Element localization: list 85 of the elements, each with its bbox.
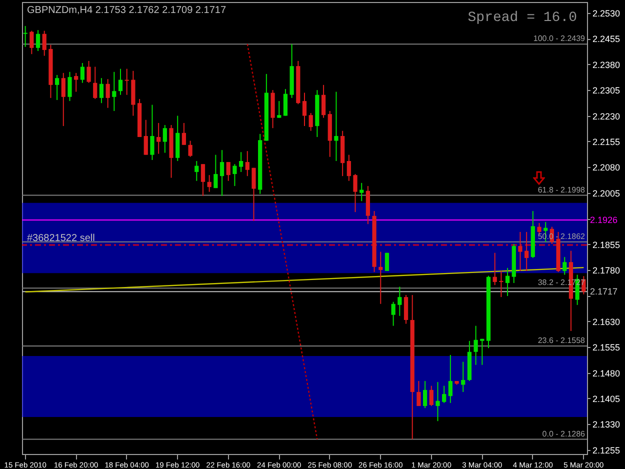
candlestick	[474, 325, 478, 366]
candlestick	[118, 68, 123, 96]
candlestick	[86, 60, 91, 84]
candlestick	[360, 182, 364, 202]
candlestick	[93, 66, 98, 100]
candlestick	[353, 174, 358, 213]
candlestick	[302, 92, 307, 127]
annotation: Spread = 16.0	[468, 10, 577, 26]
candlestick	[404, 294, 408, 324]
candlestick	[448, 354, 452, 404]
candlestick	[429, 385, 434, 407]
candlestick	[308, 112, 313, 132]
candlestick	[334, 91, 338, 162]
candlestick	[188, 140, 192, 158]
candlestick	[252, 167, 256, 222]
annotation: 0.0 - 2.1286	[542, 429, 586, 438]
y-tick-label: 2.1555	[592, 342, 620, 353]
candlestick	[150, 104, 154, 160]
candlestick	[283, 88, 288, 116]
chart-title: GBPNZDm,H4 2.1753 2.1762 2.1709 2.1717	[27, 5, 226, 16]
y-tick-label: 2.1330	[592, 420, 620, 430]
candlestick	[391, 301, 396, 326]
candlestick	[220, 150, 224, 196]
y-tick-label: 2.2230	[592, 111, 620, 122]
y-tick-label: 2.1855	[592, 240, 620, 250]
candlestick	[99, 78, 104, 104]
candlestick	[562, 256, 567, 276]
candlestick	[106, 78, 110, 108]
candlestick	[422, 380, 428, 409]
y-tick-label: 2.2305	[592, 86, 620, 96]
candlestick	[207, 174, 212, 192]
candlestick	[194, 160, 199, 182]
candlestick	[238, 152, 244, 172]
candlestick	[226, 162, 230, 182]
y-tick-label: 2.1630	[592, 316, 620, 327]
candlestick	[36, 30, 40, 52]
candlestick	[112, 71, 116, 112]
candlestick	[461, 361, 466, 392]
candlestick	[61, 72, 66, 127]
y-tick-label: 2.1255	[592, 445, 620, 456]
candlestick	[124, 68, 129, 96]
candlestick	[23, 25, 28, 48]
candlestick	[30, 30, 34, 55]
candlestick	[436, 382, 440, 422]
candlestick	[492, 252, 497, 286]
candlestick	[518, 231, 522, 272]
y-tick-label: 2.2155	[592, 136, 620, 147]
candlestick	[277, 100, 282, 118]
candlestick	[232, 164, 237, 187]
candlestick	[68, 71, 72, 102]
candlestick	[42, 30, 46, 56]
candlestick	[505, 267, 510, 297]
candlestick	[378, 251, 383, 304]
candlestick	[245, 150, 250, 177]
annotation: 100.0 - 2.2439	[533, 34, 586, 44]
candlestick	[144, 119, 148, 156]
y-tick-label: 2.1480	[592, 368, 620, 378]
ref-line-label: 2.1717	[590, 286, 618, 297]
ref-line-label: 2.1926	[590, 214, 618, 225]
candlestick	[74, 72, 78, 92]
candlestick	[156, 122, 161, 154]
candlestick	[416, 380, 421, 407]
candlestick	[162, 124, 167, 154]
y-tick-label: 2.2080	[592, 162, 620, 173]
annotation: 23.6 - 2.1558	[538, 336, 586, 346]
candlestick	[182, 122, 186, 146]
candlestick	[200, 164, 206, 196]
y-tick-label: 2.2005	[592, 188, 620, 198]
candlestick	[499, 270, 504, 298]
y-tick-label: 2.1405	[592, 394, 620, 404]
candlestick	[214, 154, 218, 189]
candlestick	[321, 84, 326, 118]
annotation: 61.8 - 2.1998	[538, 185, 586, 194]
candlestick	[80, 62, 84, 84]
y-tick-label: 2.2455	[592, 34, 620, 44]
candlestick	[54, 74, 60, 101]
candlestick	[524, 231, 529, 272]
candlestick	[480, 338, 484, 366]
candlestick	[398, 286, 402, 316]
candlestick	[442, 385, 446, 404]
ref-line-label: #36821522 sell	[27, 232, 95, 244]
y-tick-label: 2.2530	[592, 8, 620, 18]
candlestick	[346, 154, 351, 182]
y-tick-label: 2.1780	[592, 265, 620, 276]
y-tick-label: 2.2380	[592, 60, 620, 70]
